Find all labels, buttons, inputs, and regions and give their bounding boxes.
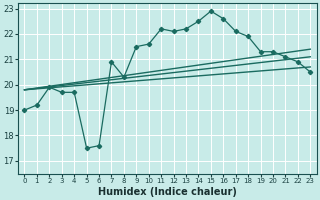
X-axis label: Humidex (Indice chaleur): Humidex (Indice chaleur)	[98, 187, 237, 197]
